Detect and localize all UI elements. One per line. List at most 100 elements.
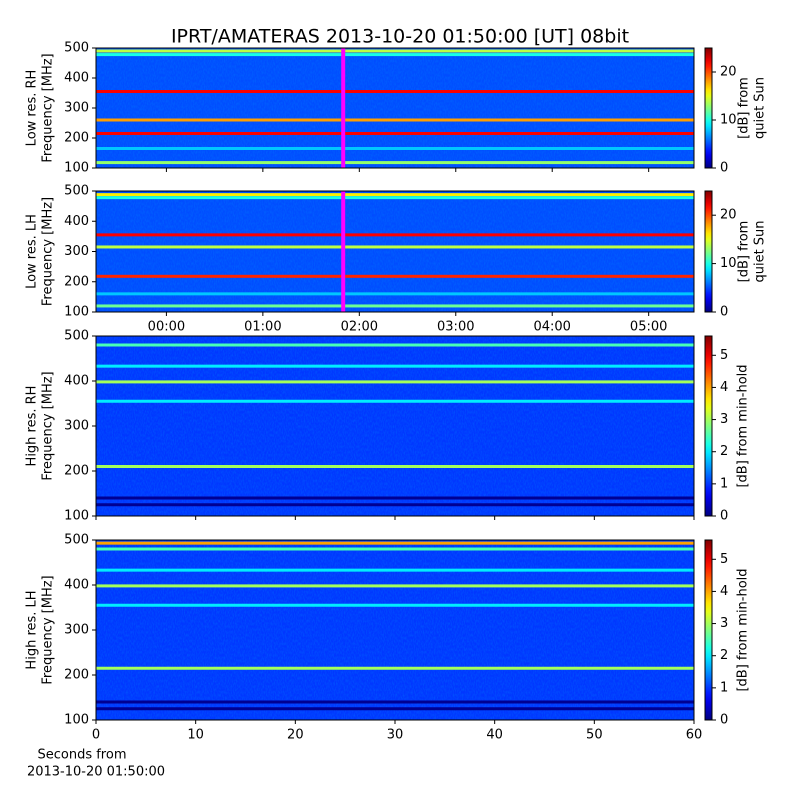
y-tick-label: 300 <box>64 623 89 638</box>
emission-band <box>96 496 694 500</box>
x-tick-label: 03:00 <box>437 320 474 335</box>
emission-band <box>96 147 694 150</box>
y-tick-label: 100 <box>64 509 89 524</box>
y-axis-label: Low res. RH <box>25 70 40 147</box>
x-tick-label: 40 <box>486 728 503 743</box>
x-tick-label: 00:00 <box>148 320 185 335</box>
y-axis-label: Frequency [MHz] <box>41 575 56 684</box>
y-axis-label: Frequency [MHz] <box>41 371 56 480</box>
colorbar-tick-label: 10 <box>720 113 737 128</box>
emission-band <box>96 541 694 545</box>
y-tick-label: 300 <box>64 419 89 434</box>
x-tick-label: 20 <box>287 728 304 743</box>
colorbar-tick-label: 0 <box>720 161 728 176</box>
emission-band <box>96 503 694 507</box>
colorbar-label: [dB] from min-hold <box>736 568 751 691</box>
emission-band <box>96 132 694 135</box>
colorbar-label: [dB] from <box>737 221 752 283</box>
colorbar-tick-label: 0 <box>720 509 728 524</box>
colorbar-label: [dB] from <box>737 77 752 139</box>
colorbar-tick-label: 4 <box>720 584 728 599</box>
emission-band <box>96 584 694 588</box>
emission-band <box>96 90 694 93</box>
y-axis-label: Frequency [MHz] <box>41 53 56 162</box>
colorbar <box>704 190 713 313</box>
colorbar-tick-label: 5 <box>720 552 728 567</box>
figure-title: IPRT/AMATERAS 2013-10-20 01:50:00 [UT] 0… <box>171 26 629 48</box>
noise-texture <box>96 540 694 720</box>
colorbar-label: quiet Sun <box>753 77 768 139</box>
emission-band <box>96 666 694 670</box>
x-tick-label: 05:00 <box>630 320 667 335</box>
colorbar-label: [dB] from min-hold <box>736 364 751 487</box>
y-tick-label: 200 <box>64 131 89 146</box>
emission-band <box>96 547 694 551</box>
emission-band <box>96 380 694 384</box>
y-tick-label: 400 <box>64 71 89 86</box>
colorbar-tick-label: 3 <box>720 616 728 631</box>
y-axis-label: Frequency [MHz] <box>41 197 56 306</box>
x-tick-label: 01:00 <box>244 320 281 335</box>
x-axis-label: Seconds from <box>37 748 126 763</box>
colorbar-tick-label: 2 <box>720 648 728 663</box>
y-tick-label: 500 <box>64 41 89 56</box>
x-tick-label: 10 <box>187 728 204 743</box>
colorbar-tick-label: 4 <box>720 380 728 395</box>
colorbar-tick-label: 0 <box>720 305 728 320</box>
colorbar <box>704 47 713 169</box>
x-tick-label: 02:00 <box>341 320 378 335</box>
x-tick-label: 0 <box>92 728 100 743</box>
noise-texture <box>96 191 694 312</box>
colorbar-label: quiet Sun <box>753 220 768 282</box>
y-tick-label: 300 <box>64 101 89 116</box>
y-tick-label: 400 <box>64 214 89 229</box>
emission-band <box>96 465 694 468</box>
emission-band <box>96 233 694 237</box>
emission-band <box>96 399 694 403</box>
colorbar-tick-label: 1 <box>720 680 728 695</box>
x-axis-label: 2013-10-20 01:50:00 <box>27 765 165 780</box>
emission-band <box>96 274 694 278</box>
emission-band <box>96 196 694 200</box>
colorbar-tick-label: 0 <box>720 713 728 728</box>
y-axis-label: High res. RH <box>25 386 40 467</box>
y-axis-label: High res. LH <box>25 590 40 669</box>
emission-band <box>96 568 694 572</box>
x-tick-label: 50 <box>586 728 603 743</box>
noise-texture <box>96 336 694 516</box>
colorbar-tick-label: 20 <box>720 65 737 80</box>
emission-band <box>96 193 694 197</box>
emission-band <box>96 603 694 607</box>
colorbar-tick-label: 1 <box>720 476 728 491</box>
colorbar-tick-label: 20 <box>720 208 737 223</box>
emission-band <box>96 49 694 53</box>
y-tick-label: 200 <box>64 464 89 479</box>
y-tick-label: 100 <box>64 713 89 728</box>
emission-band <box>96 700 694 704</box>
y-tick-label: 500 <box>64 184 89 199</box>
y-tick-label: 400 <box>64 374 89 389</box>
colorbar-tick-label: 5 <box>720 348 728 363</box>
x-tick-label: 60 <box>686 728 703 743</box>
y-tick-label: 200 <box>64 668 89 683</box>
y-tick-label: 200 <box>64 274 89 289</box>
emission-band <box>96 118 694 122</box>
emission-band <box>96 707 694 711</box>
y-tick-label: 100 <box>64 305 89 320</box>
y-tick-label: 400 <box>64 578 89 593</box>
emission-band <box>96 53 694 57</box>
emission-band <box>96 292 694 296</box>
colorbar-tick-label: 3 <box>720 412 728 427</box>
emission-band <box>96 245 694 249</box>
x-tick-label: 30 <box>387 728 404 743</box>
colorbar <box>704 335 713 517</box>
emission-band <box>96 343 694 347</box>
colorbar-tick-label: 10 <box>720 256 737 271</box>
emission-band <box>96 364 694 368</box>
colorbar-tick-label: 2 <box>720 444 728 459</box>
y-tick-label: 100 <box>64 161 89 176</box>
colorbar <box>704 539 713 721</box>
emission-band <box>96 304 694 308</box>
x-tick-label: 04:00 <box>533 320 570 335</box>
